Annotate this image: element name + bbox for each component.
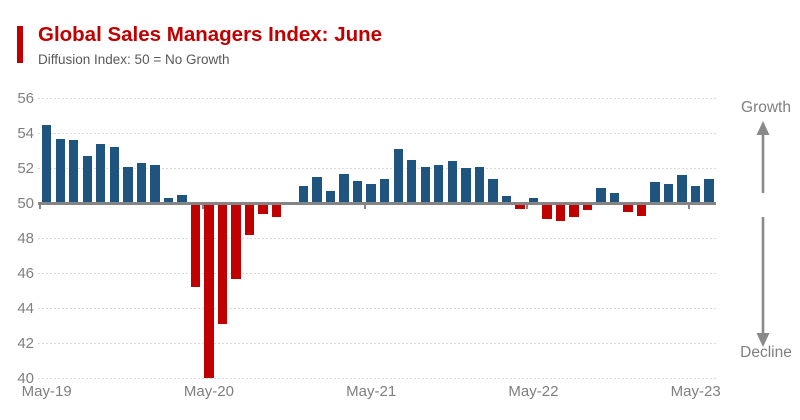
gridline-42 (38, 342, 716, 344)
bar-Oct-20 (271, 203, 282, 218)
y-tick-label: 48 (17, 229, 34, 247)
bar-Jun-19 (55, 138, 65, 204)
x-tick-label: May-23 (670, 383, 721, 400)
x-axis-tick (526, 204, 529, 210)
x-tick-label: May-19 (21, 383, 72, 400)
bar-Sep-20 (258, 203, 268, 214)
bar-Sep-22 (582, 203, 593, 211)
bar-Jul-21 (393, 149, 403, 204)
bar-Aug-19 (82, 156, 92, 204)
page-title: Global Sales Managers Index: June (38, 23, 383, 46)
bar-Jun-22 (542, 203, 552, 220)
bar-May-19 (42, 124, 52, 204)
bar-Apr-20 (190, 203, 201, 288)
y-tick-label: 56 (17, 89, 34, 107)
bar-Dec-21 (461, 168, 471, 204)
bar-Jun-20 (217, 203, 228, 325)
x-tick-label: May-20 (183, 383, 234, 400)
bar-Feb-20 (163, 198, 174, 204)
bar-Feb-22 (488, 178, 498, 204)
bar-Dec-22 (623, 203, 633, 213)
gridline-52 (38, 167, 716, 169)
bar-Jan-23 (636, 203, 647, 216)
bar-Mar-23 (663, 184, 674, 204)
bar-Nov-22 (609, 192, 620, 204)
y-tick-label: 44 (17, 299, 34, 317)
bar-May-21 (366, 184, 376, 204)
growth-label: Growth (741, 99, 791, 116)
bar-Nov-19 (123, 166, 133, 204)
gridline-56 (38, 97, 716, 99)
bar-Oct-22 (596, 187, 606, 204)
decline-label: Decline (740, 344, 792, 361)
bar-Jul-19 (69, 140, 79, 204)
bar-May-20 (204, 203, 214, 379)
bar-Oct-21 (434, 164, 444, 204)
bar-Apr-22 (515, 203, 525, 209)
x-axis-tick (688, 204, 691, 210)
bar-Feb-23 (650, 182, 660, 204)
bar-Jan-21 (312, 177, 322, 204)
bar-Jun-23 (704, 178, 714, 204)
bar-Jan-22 (474, 166, 485, 204)
bar-Jun-21 (380, 178, 390, 204)
bar-Mar-21 (339, 173, 349, 204)
y-tick-label: 46 (17, 264, 34, 282)
bar-Jul-22 (555, 203, 566, 221)
gridline-44 (38, 307, 716, 309)
bar-Jan-20 (150, 164, 160, 204)
chart-subtitle: Diffusion Index: 50 = No Growth (38, 52, 230, 67)
bar-Apr-21 (352, 180, 363, 204)
y-tick-label: 42 (17, 334, 34, 352)
y-tick-label: 50 (17, 194, 34, 212)
y-tick-label: 52 (17, 159, 34, 177)
x-tick-label: May-22 (508, 383, 559, 400)
bar-May-22 (528, 198, 539, 204)
bar-Feb-21 (325, 191, 336, 204)
x-axis-tick (201, 204, 204, 210)
x-tick-label: May-21 (346, 383, 397, 400)
y-tick-label: 40 (17, 369, 34, 387)
bar-Aug-22 (569, 203, 579, 218)
gridline-46 (38, 272, 716, 274)
gridline-54 (38, 132, 716, 134)
bar-Aug-20 (244, 203, 255, 235)
x-axis-tick (363, 204, 366, 210)
x-axis-line (38, 202, 716, 205)
bar-Dec-20 (298, 185, 309, 204)
bar-Oct-19 (109, 147, 119, 204)
bar-Apr-23 (677, 175, 687, 204)
bar-Mar-20 (177, 194, 187, 204)
bar-Dec-19 (136, 163, 147, 204)
bar-Aug-21 (407, 159, 417, 204)
growth-decline-arrows-icon (756, 121, 770, 347)
gridline-40 (38, 377, 716, 379)
bar-Jul-20 (231, 203, 241, 279)
x-axis-tick (39, 204, 42, 210)
y-tick-label: 54 (17, 124, 34, 142)
bar-Mar-22 (501, 196, 512, 204)
bar-Nov-21 (447, 161, 457, 204)
title-accent-bar (17, 26, 23, 63)
bar-May-23 (690, 185, 701, 204)
bar-Sep-21 (420, 166, 430, 204)
gridline-48 (38, 237, 716, 239)
bar-Sep-19 (96, 143, 106, 204)
